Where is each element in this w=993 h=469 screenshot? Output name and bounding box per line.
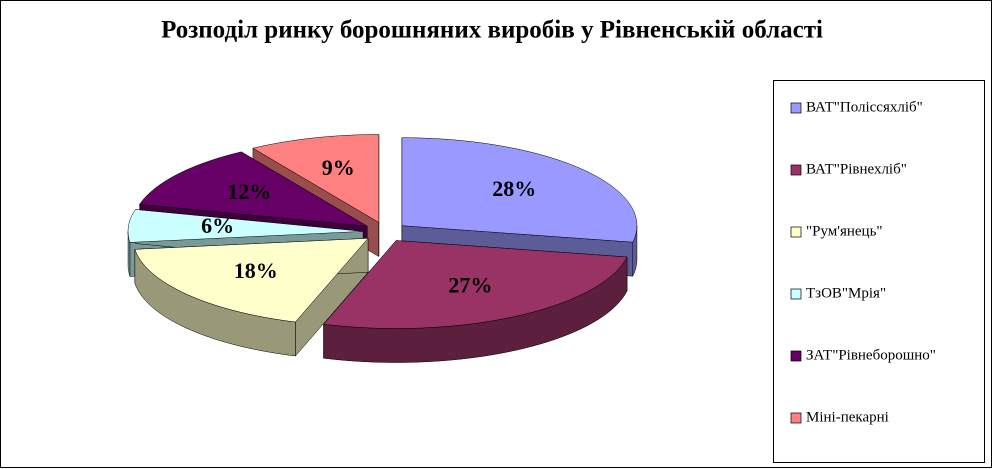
legend-label: ЗАТ"Рівнеборошно" <box>806 347 936 363</box>
legend-label: ВАТ"Поліссяхліб" <box>806 99 923 115</box>
legend-label: "Рум'янець" <box>806 223 883 239</box>
legend-label: Міні-пекарні <box>806 409 889 425</box>
legend-label: ТзОВ"Мрія" <box>806 285 886 301</box>
legend-swatch <box>790 412 802 424</box>
legend-swatch <box>790 226 802 238</box>
data-label: 6% <box>201 213 234 238</box>
pie-slice <box>139 151 368 227</box>
data-label: 27% <box>448 273 492 298</box>
chart-title: Розподіл ринку борошняних виробів у Рівн… <box>161 17 823 44</box>
data-label: 28% <box>492 176 536 201</box>
legend-swatch <box>790 102 802 114</box>
legend-label: ВАТ"Рівнехліб" <box>806 161 907 177</box>
pie-slice <box>252 134 380 223</box>
legend-swatch <box>790 288 802 300</box>
data-label: 18% <box>234 258 278 283</box>
data-label: 9% <box>322 155 355 180</box>
pie-slice <box>127 209 364 243</box>
legend-swatch <box>790 164 802 176</box>
pie-slice <box>323 240 628 329</box>
pie-slice <box>401 137 638 243</box>
legend-swatch <box>790 350 802 362</box>
data-label: 12% <box>227 179 271 204</box>
legend-frame <box>773 80 985 463</box>
pie-slice <box>134 238 369 323</box>
